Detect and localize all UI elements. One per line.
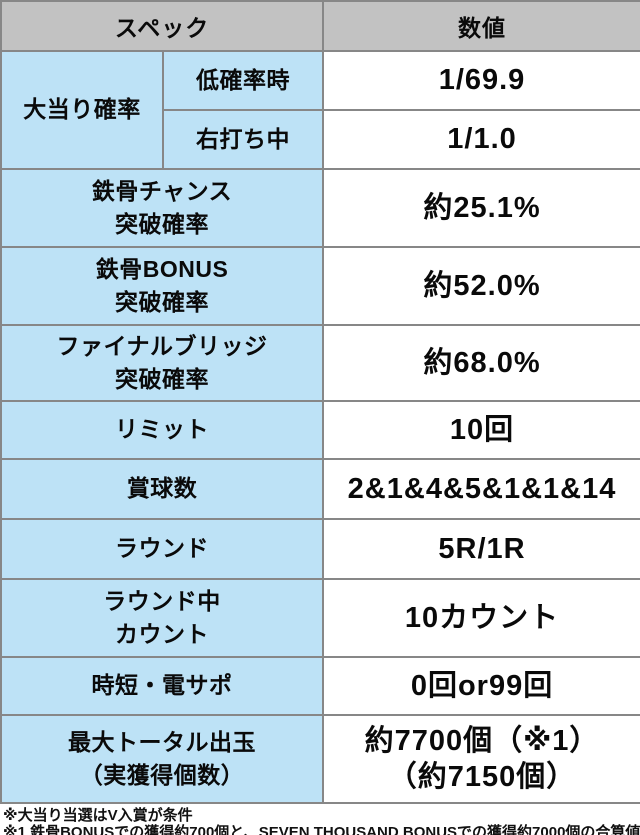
jitan-support-label: 時短・電サポ — [0, 656, 325, 716]
footnote-v-entry: ※大当り当選はV入賞が条件 — [3, 807, 193, 824]
row-girder-bonus: 鉄骨BONUS 突破確率 約52.0% — [0, 246, 640, 326]
jackpot-right-hit-value: 1/1.0 — [322, 109, 640, 170]
girder-chance-label: 鉄骨チャンス 突破確率 — [0, 168, 325, 248]
row-payout-balls: 賞球数 2&1&4&5&1&1&14 — [0, 458, 640, 520]
row-round-count: ラウンド中 カウント 10カウント — [0, 578, 640, 658]
jitan-support-value: 0回or99回 — [322, 656, 640, 716]
round-count-value: 10カウント — [322, 578, 640, 658]
row-jackpot-right: 右打ち中 1/1.0 — [1, 109, 640, 170]
payout-balls-label: 賞球数 — [0, 458, 325, 520]
header-spec-cell: スペック — [0, 0, 325, 52]
row-jitan-support: 時短・電サポ 0回or99回 — [0, 656, 640, 716]
footnote-total-calc: ※1 鉄骨BONUSでの獲得約700個と、SEVEN THOUSAND BONU… — [3, 823, 640, 835]
spec-table: スペック 数値 大当り確率 低確率時 1/69.9 右打ち中 1/1.0 鉄骨チ… — [0, 0, 640, 804]
round-count-label: ラウンド中 カウント — [0, 578, 325, 658]
row-limit: リミット 10回 — [0, 400, 640, 460]
jackpot-low-prob-value: 1/69.9 — [322, 50, 640, 111]
jackpot-low-prob-label: 低確率時 — [161, 50, 325, 111]
max-total-value: 約7700個（※1） （約7150個） — [322, 714, 640, 804]
row-jackpot-low: 大当り確率 低確率時 1/69.9 — [0, 50, 640, 170]
limit-label: リミット — [0, 400, 325, 460]
row-max-total: 最大トータル出玉 （実獲得個数） 約7700個（※1） （約7150個） — [0, 714, 640, 804]
jackpot-right-hit-label: 右打ち中 — [161, 109, 325, 170]
footnotes: ※大当り当選はV入賞が条件 ※1 鉄骨BONUSでの獲得約700個と、SEVEN… — [0, 804, 640, 835]
row-girder-chance: 鉄骨チャンス 突破確率 約25.1% — [0, 168, 640, 248]
limit-value: 10回 — [322, 400, 640, 460]
final-bridge-value: 約68.0% — [322, 324, 640, 402]
header-row: スペック 数値 — [0, 0, 640, 52]
round-label: ラウンド — [0, 518, 325, 580]
girder-bonus-label: 鉄骨BONUS 突破確率 — [0, 246, 325, 326]
row-final-bridge: ファイナルブリッジ 突破確率 約68.0% — [0, 324, 640, 402]
row-round: ラウンド 5R/1R — [0, 518, 640, 580]
final-bridge-label: ファイナルブリッジ 突破確率 — [0, 324, 325, 402]
jackpot-rate-label: 大当り確率 — [0, 50, 164, 170]
payout-balls-value: 2&1&4&5&1&1&14 — [322, 458, 640, 520]
max-total-label: 最大トータル出玉 （実獲得個数） — [0, 714, 325, 804]
round-value: 5R/1R — [322, 518, 640, 580]
girder-chance-value: 約25.1% — [322, 168, 640, 248]
girder-bonus-value: 約52.0% — [322, 246, 640, 326]
header-value-cell: 数値 — [322, 0, 640, 52]
